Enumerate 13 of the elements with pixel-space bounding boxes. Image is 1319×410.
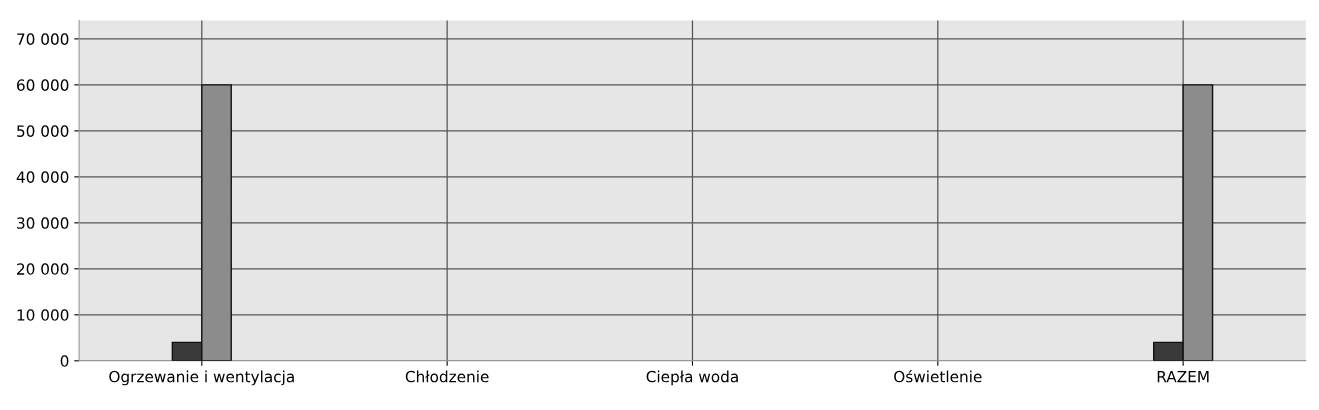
y-tick-label: 30 000 xyxy=(17,217,69,229)
x-tick-label: Ciepła woda xyxy=(646,370,738,386)
y-tick-label: 40 000 xyxy=(16,171,69,183)
y-tick-label: 10 000 xyxy=(17,309,69,321)
y-tick-label: 70 000 xyxy=(17,33,69,45)
x-tick-label: Chłodzenie xyxy=(405,370,489,383)
x-tick-label: RAZEM xyxy=(1157,370,1209,383)
y-tick-label: 50 000 xyxy=(17,125,69,137)
x-tick-label: Oświetlenie xyxy=(894,369,982,383)
y-tick-label: 0 xyxy=(60,355,69,367)
x-tick-label: Ogrzewanie i wentylacja xyxy=(109,370,294,386)
y-tick-label: 20 000 xyxy=(17,263,69,275)
y-tick-label: 60 000 xyxy=(17,79,69,91)
